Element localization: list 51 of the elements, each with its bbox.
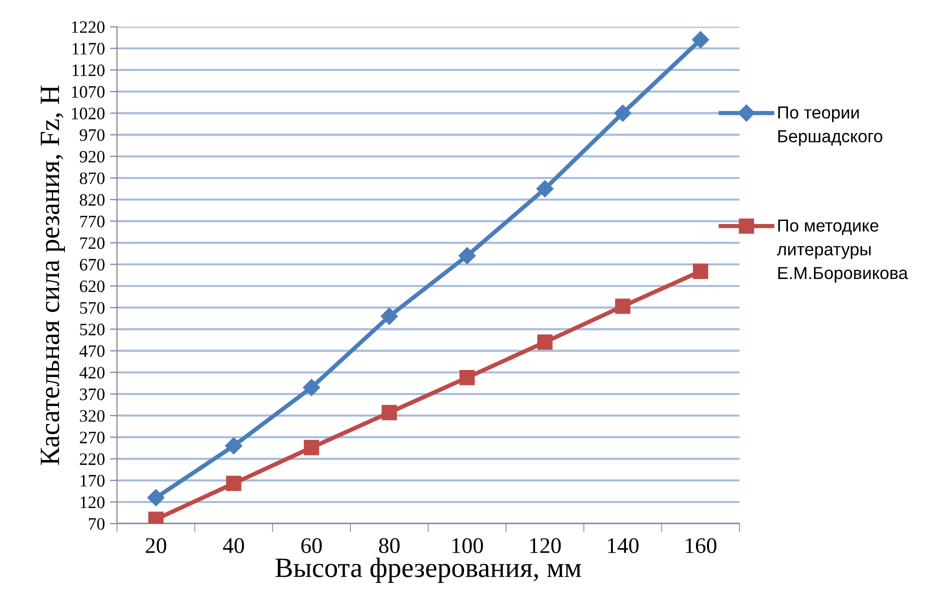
y-axis-title: Касательная сила резания, Fz, Н [40,86,65,465]
point [536,180,554,198]
x-tick-label: 100 [452,538,483,554]
y-tick-label: 570 [80,302,105,314]
y-tick-label: 620 [80,280,105,292]
y-tick-label: 970 [80,129,105,141]
point [614,104,632,122]
y-tick-label: 1220 [72,21,105,33]
x-axis-title: Высота фрезерования, мм [275,558,582,583]
legend-label: По методике литературы Е.М.Боровикова [776,220,908,283]
x-tick-label: 140 [608,538,639,554]
point [380,308,398,325]
y-tick-label: 920 [80,150,105,163]
point [304,440,320,456]
y-tick-label: 870 [80,172,105,184]
y-tick-label: 320 [80,410,105,422]
x-tick-label: 160 [686,538,716,554]
y-tick-label: 670 [80,258,105,271]
y-tick-label: 120 [80,496,105,508]
y-tick-label: 770 [80,216,105,228]
point [382,404,397,420]
point [225,437,242,454]
y-tick-label: 220 [80,453,105,465]
y-tick-label: 170 [80,474,105,487]
point [537,334,553,350]
x-tick-label: 120 [530,538,561,554]
point [615,298,630,314]
y-tick-label: 820 [80,194,105,206]
legend-label: По теории Бершадского [778,106,882,146]
y-tick-label: 370 [80,388,105,400]
y-tick-label: 1120 [72,64,105,76]
point [226,476,242,492]
point [302,378,320,396]
point [458,247,476,264]
y-tick-label: 1170 [72,42,105,55]
y-tick-label: 1020 [72,108,105,120]
y-tick-label: 470 [79,345,105,357]
x-tick-label: 20 [146,538,166,554]
y-tick-label: 720 [80,237,105,249]
y-tick-label: 270 [80,432,105,444]
x-tick-label: 80 [379,538,400,554]
point [692,31,710,48]
x-tick-label: 40 [223,538,244,554]
x-tick-label: 60 [301,538,322,554]
y-tick-label: 520 [80,324,105,336]
point [147,489,164,506]
y-tick-label: 420 [79,366,105,379]
point [459,370,475,386]
y-tick-label: 1070 [72,86,105,98]
point [692,264,708,279]
y-tick-label: 70 [88,518,105,530]
